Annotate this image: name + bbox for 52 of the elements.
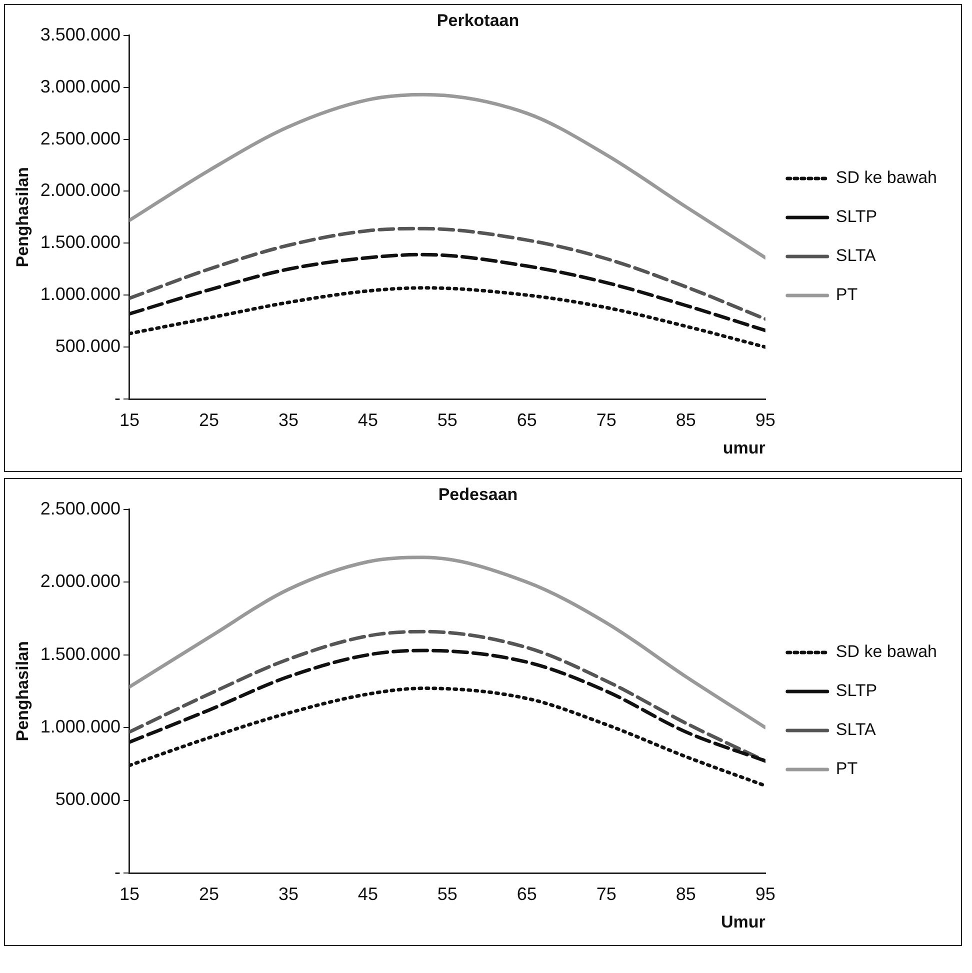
chart-title: Pedesaan [438,484,518,504]
legend-label: SLTA [836,246,877,266]
x-tick-label: 65 [516,410,537,430]
legend-label: SD ke bawah [836,642,938,662]
x-tick-label: 65 [516,884,537,904]
y-tick-label: 1.500.000 [40,644,120,664]
y-tick-label: 2.000.000 [40,180,120,200]
legend-label: SLTA [836,720,877,740]
line-series [129,252,766,332]
x-tick-label: 35 [278,884,298,904]
line-series [129,92,766,260]
y-axis-title: Penghasilan [12,167,32,268]
y-tick-label: 2.500.000 [40,128,120,148]
y-tick-label: 1.000.000 [40,284,120,304]
y-tick-label: - [114,862,120,882]
y-tick-label: 2.000.000 [40,571,120,592]
x-axis-title: umur [722,438,766,458]
x-tick-label: 85 [676,410,696,430]
line-series [129,286,766,349]
line-series [129,226,766,321]
x-tick-label: 15 [119,410,140,430]
y-tick-label: 1.500.000 [40,232,120,252]
x-axis-title: Umur [720,912,766,932]
x-tick-label: 45 [358,884,378,904]
x-tick-label: 75 [596,410,616,430]
x-tick-label: 45 [358,410,378,430]
y-tick-label: 500.000 [55,789,120,810]
legend-label: SLTP [836,207,878,226]
y-tick-label: - [114,388,120,408]
legend-label: SLTP [836,681,878,700]
line-series [129,556,766,730]
y-tick-label: 2.500.000 [40,498,120,518]
x-tick-label: 75 [596,884,616,904]
chart-title: Perkotaan [436,10,520,30]
legend-label: PT [836,759,858,778]
x-tick-label: 85 [676,884,696,904]
x-tick-label: 55 [437,410,458,430]
x-tick-label: 35 [278,410,298,430]
x-tick-label: 15 [119,884,140,904]
y-tick-label: 500.000 [55,336,120,356]
y-tick-label: 3.000.000 [40,76,120,96]
line-series [129,686,766,788]
x-tick-label: 25 [198,410,219,430]
y-tick-label: 1.000.000 [40,716,120,737]
legend-label: PT [836,285,858,304]
x-tick-label: 95 [755,884,776,904]
x-tick-label: 55 [437,884,458,904]
y-tick-label: 3.500.000 [40,24,120,44]
legend-label: SD ke bawah [836,168,938,188]
x-tick-label: 95 [755,410,776,430]
y-axis-title: Penghasilan [12,641,32,742]
x-tick-label: 25 [198,884,219,904]
